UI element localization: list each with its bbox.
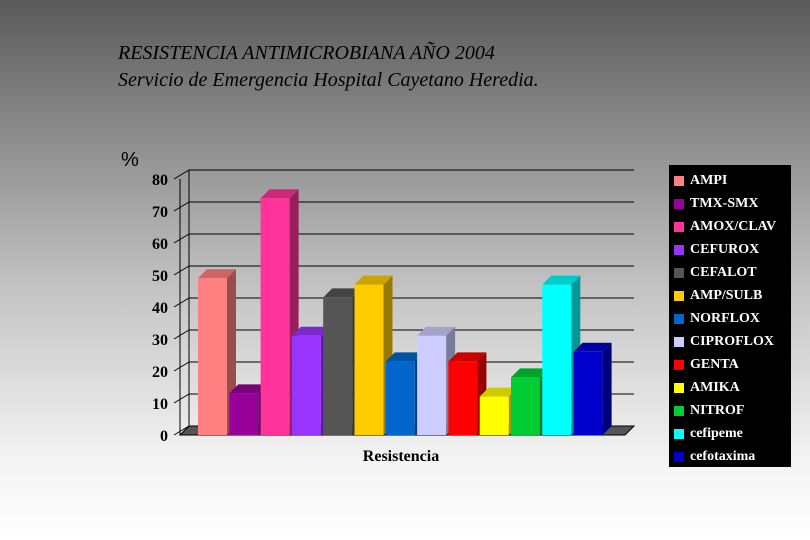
bar-top xyxy=(573,342,612,352)
gridline-depth xyxy=(173,393,190,404)
legend-swatch xyxy=(674,313,684,324)
legend-item: AMOX/CLAV xyxy=(674,215,791,238)
bar-top xyxy=(198,269,236,279)
legend-item: AMP/SULB xyxy=(674,284,791,307)
legend-swatch xyxy=(674,451,684,462)
legend-label: AMOX/CLAV xyxy=(690,218,777,234)
bar-cefotaxima xyxy=(573,351,603,435)
y-axis-label: % xyxy=(121,149,139,171)
bar-cefipeme xyxy=(542,284,572,435)
legend-item: cefotaxima xyxy=(674,445,791,468)
bar-top xyxy=(291,326,330,336)
legend-label: cefotaxima xyxy=(690,448,756,464)
chart-title-block: RESISTENCIA ANTIMICROBIANA AÑO 2004 Serv… xyxy=(118,40,539,94)
bar-cefalot xyxy=(323,297,353,435)
bar-top xyxy=(260,189,299,199)
legend-swatch xyxy=(674,221,684,232)
legend-label: TMX-SMX xyxy=(690,195,759,211)
legend-swatch xyxy=(674,198,684,209)
legend-label: CEFUROX xyxy=(690,241,760,257)
bar-top xyxy=(417,326,456,336)
chart-title: RESISTENCIA ANTIMICROBIANA AÑO 2004 xyxy=(118,42,495,64)
legend-swatch xyxy=(674,428,684,439)
gridline-depth xyxy=(173,361,190,372)
gridline-depth xyxy=(173,297,190,308)
legend-item: AMIKA xyxy=(674,376,791,399)
y-tick-label: 70 xyxy=(152,204,168,221)
bar-top xyxy=(323,288,362,298)
bar-ciproflox xyxy=(417,335,447,435)
legend-label: NORFLOX xyxy=(690,310,760,326)
bar-top xyxy=(542,275,581,285)
legend-label: AMPI xyxy=(690,172,728,188)
legend-item: NITROF xyxy=(674,399,791,422)
y-tick-label: 20 xyxy=(152,364,168,381)
y-tick-label: 0 xyxy=(160,428,168,445)
legend-swatch xyxy=(674,405,684,416)
bar-genta xyxy=(448,361,478,435)
legend-swatch xyxy=(674,359,684,370)
bar-norflox xyxy=(385,361,415,435)
gridline-depth xyxy=(173,169,190,180)
bar-nitrof xyxy=(511,377,540,435)
x-axis-label: Resistencia xyxy=(363,448,439,465)
gridline-depth xyxy=(173,265,190,276)
bar-tmx-smx xyxy=(229,393,259,435)
bar-side xyxy=(602,342,612,435)
legend-item: AMPI xyxy=(674,169,791,192)
gridline-depth xyxy=(173,233,190,244)
bar-cefurox xyxy=(291,335,321,435)
gridline-depth xyxy=(173,425,190,436)
bar-ampi xyxy=(198,278,227,435)
bar-top xyxy=(511,368,549,378)
legend-label: cefipeme xyxy=(690,425,743,441)
legend-label: AMIKA xyxy=(690,379,740,395)
gridline-depth xyxy=(173,201,190,212)
chart-legend: AMPI TMX-SMX AMOX/CLAV CEFUROX CEFALOT AMP/SU… xyxy=(669,165,791,467)
y-tick-label: 10 xyxy=(152,396,168,413)
legend-label: NITROF xyxy=(690,402,745,418)
bar-top xyxy=(479,387,518,397)
legend-label: CEFALOT xyxy=(690,264,757,280)
legend-label: GENTA xyxy=(690,356,739,372)
bar-top xyxy=(448,352,487,362)
legend-swatch xyxy=(674,244,684,255)
chart-subtitle: Servicio de Emergencia Hospital Cayetano… xyxy=(118,69,539,91)
bar-amika xyxy=(479,396,509,435)
bar-top xyxy=(385,352,424,362)
legend-swatch xyxy=(674,336,684,347)
legend-item: CEFUROX xyxy=(674,238,791,261)
legend-label: CIPROFLOX xyxy=(690,333,774,349)
legend-item: CIPROFLOX xyxy=(674,330,791,353)
legend-label: AMP/SULB xyxy=(690,287,763,303)
legend-item: GENTA xyxy=(674,353,791,376)
y-tick-label: 80 xyxy=(152,172,168,189)
y-tick-label: 50 xyxy=(152,268,168,285)
bar-top xyxy=(229,384,268,394)
bar-amox-clav xyxy=(260,198,290,435)
legend-swatch xyxy=(674,382,684,393)
legend-swatch xyxy=(674,175,684,186)
y-tick-label: 60 xyxy=(152,236,168,253)
bar-top xyxy=(354,275,393,285)
y-tick-label: 30 xyxy=(152,332,168,349)
bar-amp-sulb xyxy=(354,284,384,435)
legend-item: cefipeme xyxy=(674,422,791,445)
legend-item: TMX-SMX xyxy=(674,192,791,215)
legend-swatch xyxy=(674,290,684,301)
y-tick-label: 40 xyxy=(152,300,168,317)
legend-swatch xyxy=(674,267,684,278)
legend-item: CEFALOT xyxy=(674,261,791,284)
legend-item: NORFLOX xyxy=(674,307,791,330)
gridline-depth xyxy=(173,329,190,340)
